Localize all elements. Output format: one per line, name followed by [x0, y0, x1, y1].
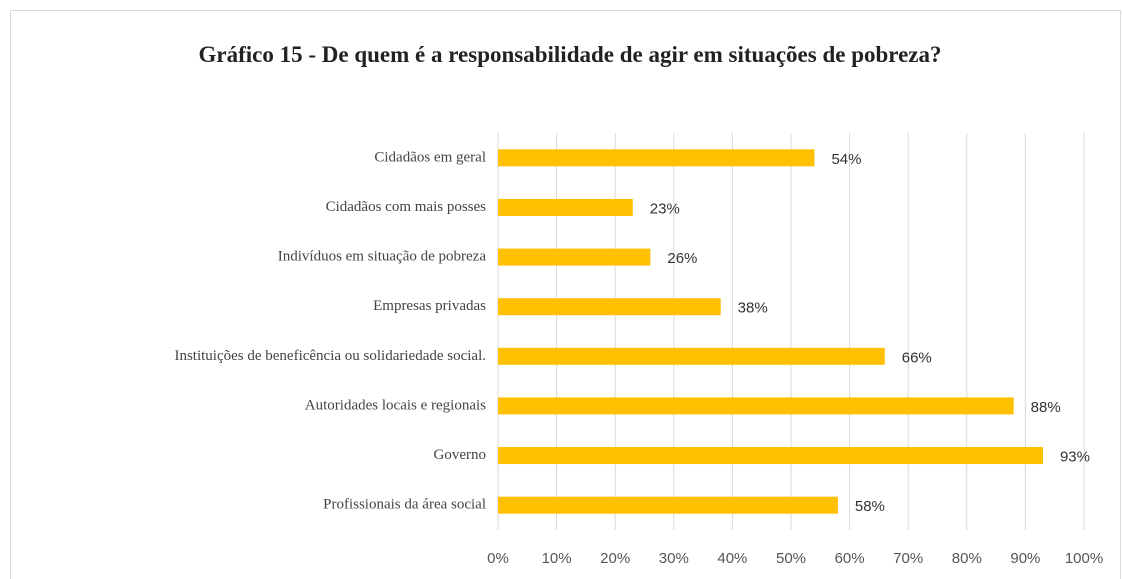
- bar: [498, 198, 633, 216]
- data-label: 54%: [831, 151, 861, 168]
- bar: [498, 347, 885, 365]
- data-label: 88%: [1031, 399, 1061, 416]
- data-label: 26%: [667, 250, 697, 267]
- y-tick-label: Profissionais da área social: [323, 497, 486, 513]
- x-tick-label: 20%: [600, 550, 630, 567]
- x-tick-label: 0%: [487, 550, 509, 567]
- y-tick-label: Cidadãos com mais posses: [326, 199, 487, 215]
- y-tick-label: Instituições de beneficência ou solidari…: [174, 348, 486, 364]
- x-tick-label: 50%: [776, 550, 806, 567]
- bar: [498, 149, 815, 167]
- x-tick-label: 70%: [893, 550, 923, 567]
- bar: [498, 397, 1014, 415]
- bar: [498, 298, 721, 316]
- x-tick-label: 30%: [659, 550, 689, 567]
- chart-border: [10, 10, 1121, 579]
- y-tick-label: Cidadãos em geral: [374, 149, 486, 165]
- x-tick-label: 90%: [1010, 550, 1040, 567]
- chart-title: Gráfico 15 - De quem é a responsabilidad…: [198, 42, 942, 67]
- data-label: 93%: [1060, 449, 1090, 466]
- y-tick-label: Empresas privadas: [373, 298, 486, 314]
- data-label: 58%: [855, 498, 885, 515]
- bar: [498, 496, 838, 514]
- y-tick-label: Governo: [434, 447, 487, 463]
- y-tick-label: Indivíduos em situação de pobreza: [278, 249, 487, 265]
- data-label: 38%: [738, 300, 768, 317]
- y-tick-label: Autoridades locais e regionais: [305, 397, 486, 413]
- x-tick-label: 10%: [542, 550, 572, 567]
- data-label: 66%: [902, 349, 932, 366]
- data-label: 23%: [650, 200, 680, 217]
- x-tick-label: 80%: [952, 550, 982, 567]
- bar: [498, 248, 651, 266]
- x-tick-label: 40%: [717, 550, 747, 567]
- x-tick-label: 60%: [835, 550, 865, 567]
- x-tick-label: 100%: [1065, 550, 1103, 567]
- bar: [498, 447, 1043, 465]
